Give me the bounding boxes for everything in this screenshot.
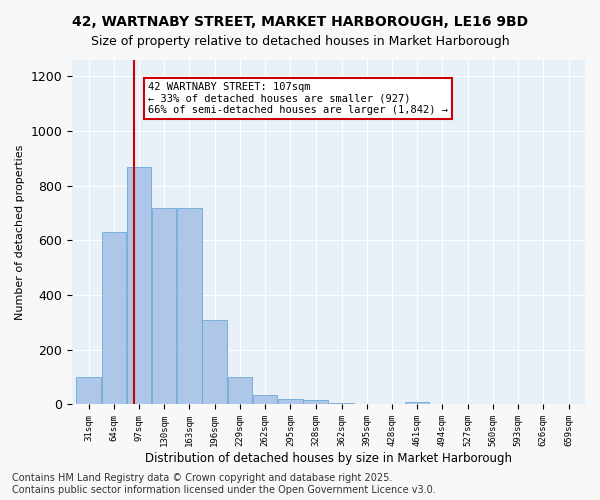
Text: Size of property relative to detached houses in Market Harborough: Size of property relative to detached ho…	[91, 35, 509, 48]
Bar	[304, 400, 328, 404]
X-axis label: Distribution of detached houses by size in Market Harborough: Distribution of detached houses by size …	[145, 452, 512, 465]
Bar	[152, 208, 176, 404]
Y-axis label: Number of detached properties: Number of detached properties	[15, 144, 25, 320]
Bar	[101, 232, 126, 404]
Bar	[127, 166, 151, 404]
Text: 42 WARTNABY STREET: 107sqm
← 33% of detached houses are smaller (927)
66% of sem: 42 WARTNABY STREET: 107sqm ← 33% of deta…	[148, 82, 448, 115]
Bar	[253, 395, 277, 404]
Bar	[405, 402, 430, 404]
Bar	[278, 399, 302, 404]
Text: Contains HM Land Registry data © Crown copyright and database right 2025.
Contai: Contains HM Land Registry data © Crown c…	[12, 474, 436, 495]
Bar	[329, 403, 354, 404]
Bar	[177, 208, 202, 404]
Bar	[76, 377, 101, 404]
Text: 42, WARTNABY STREET, MARKET HARBOROUGH, LE16 9BD: 42, WARTNABY STREET, MARKET HARBOROUGH, …	[72, 15, 528, 29]
Bar	[227, 377, 252, 404]
Bar	[202, 320, 227, 404]
